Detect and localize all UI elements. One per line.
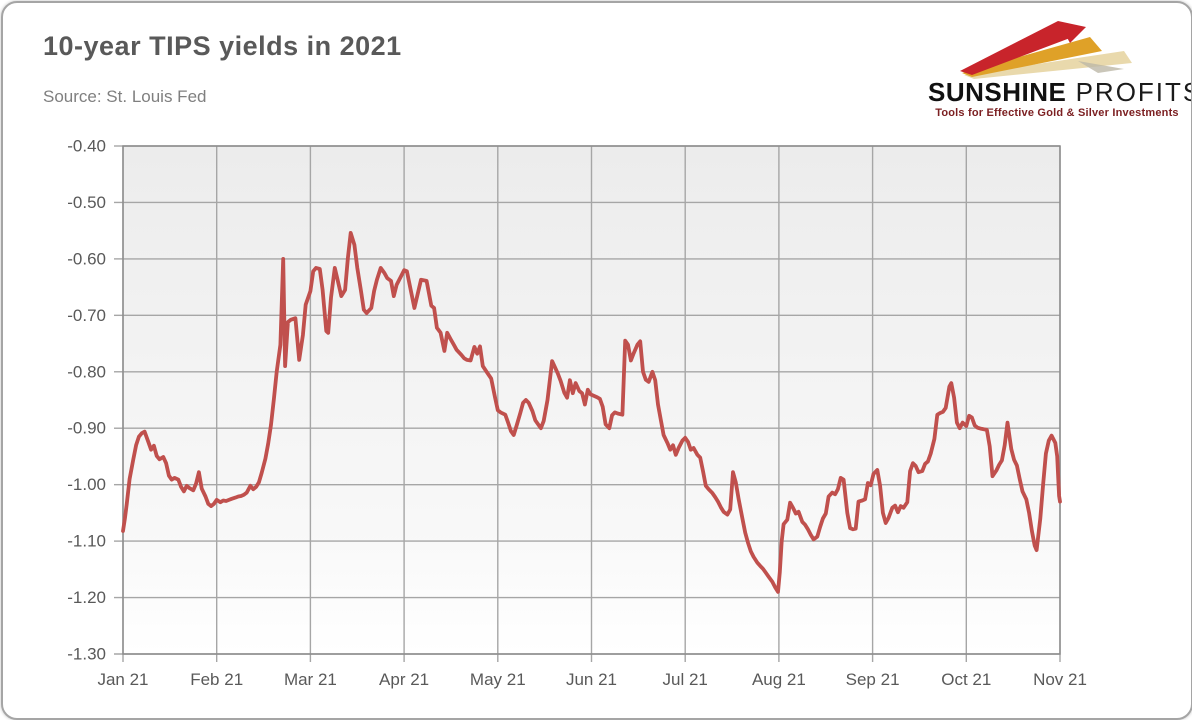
logo-beam-red-arrowhead [1058, 21, 1086, 43]
y-tick-label: -0.50 [67, 193, 106, 212]
y-tick-label: -0.60 [67, 249, 106, 268]
page-title: 10-year TIPS yields in 2021 [43, 31, 402, 61]
x-tick-label: Apr 21 [379, 670, 429, 689]
plot-area: -0.40 -0.50 -0.60 -0.70 -0.80 -0.90 -1.00 -1.10… [67, 137, 1087, 690]
x-tick-label: Feb 21 [190, 670, 243, 689]
logo-brand-secondary: PROFITS [1066, 77, 1192, 107]
logo-beams-icon [960, 21, 1132, 79]
y-tick-label: -1.00 [67, 475, 106, 494]
logo-beam-red [960, 21, 1078, 75]
y-tick-label: -0.80 [67, 362, 106, 381]
y-tick-label: -1.20 [67, 588, 106, 607]
y-tick-label: -1.10 [67, 532, 106, 551]
x-tick-label: Mar 21 [284, 670, 337, 689]
plot-frame [122, 145, 1061, 655]
tips-yield-line-chart: -0.40 -0.50 -0.60 -0.70 -0.80 -0.90 -1.00 -1.10… [67, 137, 1087, 690]
x-tick-label: Aug 21 [752, 670, 806, 689]
x-tick-label: Jun 21 [566, 670, 617, 689]
x-tick-label: May 21 [470, 670, 526, 689]
sunshine-profits-logo: SUNSHINE PROFITS Tools for Effective Gol… [928, 9, 1191, 127]
y-tick-label: -0.90 [67, 419, 106, 438]
x-tick-label: Jul 21 [663, 670, 708, 689]
logo-brand-primary: SUNSHINE [928, 77, 1067, 107]
logo-beam-shadow [1078, 61, 1124, 73]
logo-tagline: Tools for Effective Gold & Silver Invest… [935, 107, 1179, 119]
x-tick-label: Oct 21 [941, 670, 991, 689]
yield-line-series [121, 230, 1062, 594]
logo-beam-gold [962, 37, 1102, 77]
x-tick-label: Nov 21 [1033, 670, 1087, 689]
source-caption: Source: St. Louis Fed [43, 87, 207, 106]
x-tick-label: Sep 21 [846, 670, 900, 689]
logo-wordmark: SUNSHINE PROFITS [928, 77, 1191, 108]
y-tick-label: -0.40 [67, 137, 106, 156]
y-tick-label: -1.30 [67, 645, 106, 664]
x-tick-label: Jan 21 [97, 670, 148, 689]
logo-beam-sand [964, 51, 1132, 79]
y-tick-label: -0.70 [67, 306, 106, 325]
